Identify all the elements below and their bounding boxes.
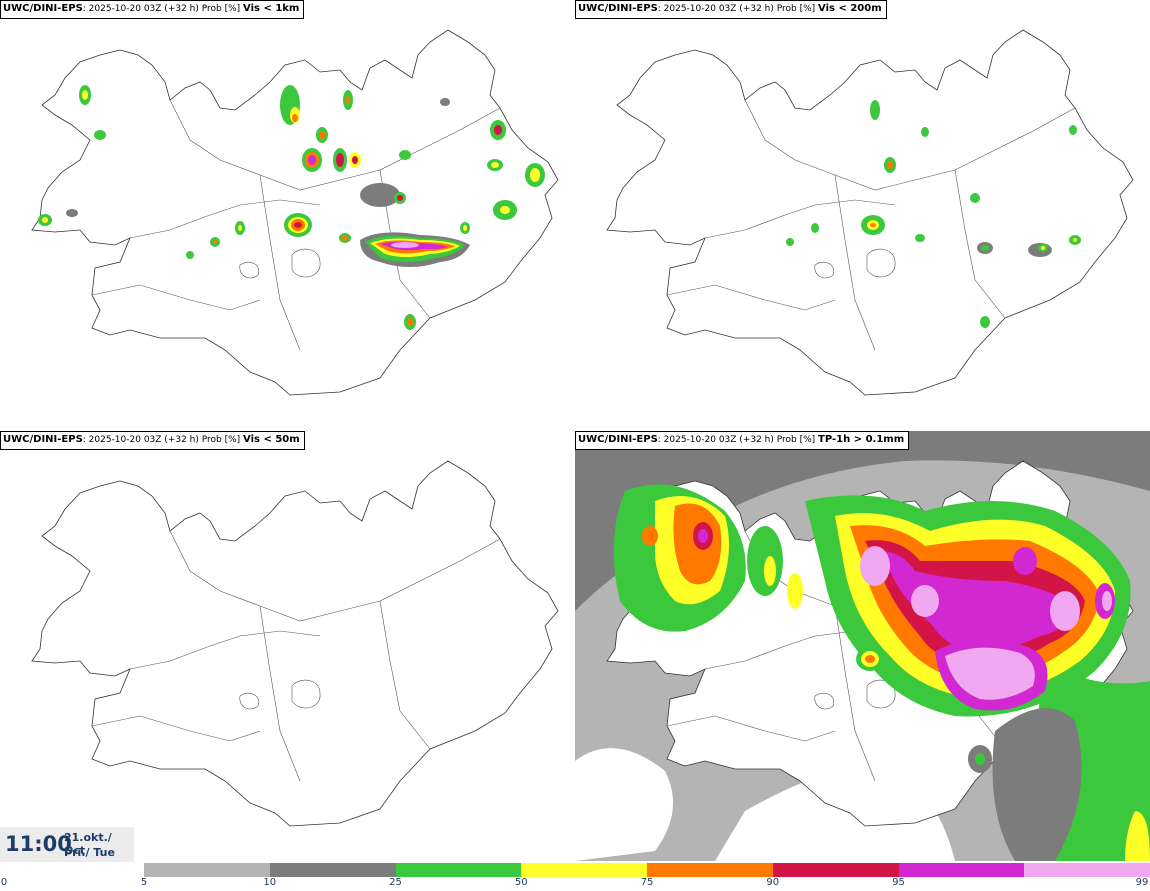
panel-header: UWC/DINI-EPS: 2025-10-20 03Z (+32 h) Pro…: [575, 0, 887, 19]
colorbar-tick-label: 5: [140, 877, 148, 888]
run-info: : 2025-10-20 03Z (+32 h) Prob [%]: [657, 435, 819, 445]
colorbar-tick-label: 90: [766, 877, 780, 888]
valid-time-box: 11:00 21.okt./ Oct Þri./ Tue: [0, 827, 134, 862]
prob-blobs: [613, 484, 1150, 861]
panel-header: UWC/DINI-EPS: 2025-10-20 03Z (+32 h) Pro…: [0, 431, 305, 450]
variable-name: Vis < 1km: [243, 3, 300, 14]
map-panel-vis-200m: UWC/DINI-EPS: 2025-10-20 03Z (+32 h) Pro…: [575, 0, 1150, 430]
map-panel-vis-1km: UWC/DINI-EPS: 2025-10-20 03Z (+32 h) Pro…: [0, 0, 575, 430]
colorbar-bin-5: [144, 863, 271, 877]
map-panel-precip: UWC/DINI-EPS: 2025-10-20 03Z (+32 h) Pro…: [575, 431, 1150, 861]
prob-blobs: [38, 85, 545, 330]
colorbar-bin-75: [647, 863, 774, 877]
model-name: UWC/DINI-EPS: [3, 3, 83, 14]
map-panel-vis-50m: UWC/DINI-EPS: 2025-10-20 03Z (+32 h) Pro…: [0, 431, 575, 861]
colorbar-bin-50: [521, 863, 648, 877]
map-vis-50m: [31, 460, 559, 827]
colorbar-bin-95: [898, 863, 1025, 877]
colorbar-bin-99: [1024, 863, 1150, 877]
model-name: UWC/DINI-EPS: [3, 434, 83, 445]
colorbar-bin-90: [772, 863, 899, 877]
valid-date: 21.okt./ Oct: [64, 831, 112, 857]
probability-colorbar: [144, 863, 1150, 877]
panel-header: UWC/DINI-EPS: 2025-10-20 03Z (+32 h) Pro…: [0, 0, 305, 19]
run-info: : 2025-10-20 03Z (+32 h) Prob [%]: [82, 4, 244, 14]
map-vis-200m: [606, 29, 1134, 396]
run-info: : 2025-10-20 03Z (+32 h) Prob [%]: [657, 4, 819, 14]
map-vis-1km: [31, 29, 559, 396]
colorbar-tick-label: 0: [0, 877, 8, 888]
valid-time: 11:00: [5, 832, 72, 856]
model-name: UWC/DINI-EPS: [578, 3, 658, 14]
colorbar-tick-label: 75: [640, 877, 654, 888]
colorbar-tick-label: 10: [263, 877, 277, 888]
prob-blobs: [786, 100, 1081, 328]
colorbar-tick-label: 95: [892, 877, 905, 888]
run-info: : 2025-10-20 03Z (+32 h) Prob [%]: [82, 435, 244, 445]
colorbar-bin-25: [395, 863, 522, 877]
colorbar-bin-10: [269, 863, 396, 877]
model-name: UWC/DINI-EPS: [578, 434, 658, 445]
variable-name: Vis < 50m: [243, 434, 300, 445]
variable-name: TP-1h > 0.1mm: [818, 434, 905, 445]
panel-header: UWC/DINI-EPS: 2025-10-20 03Z (+32 h) Pro…: [575, 431, 910, 450]
colorbar-tick-label: 99: [1135, 877, 1149, 888]
colorbar-tick-label: 50: [514, 877, 528, 888]
variable-name: Vis < 200m: [818, 3, 882, 14]
map-precip: [575, 431, 1150, 861]
valid-weekday: Þri./ Tue: [64, 846, 115, 859]
colorbar-tick-label: 25: [389, 877, 402, 888]
